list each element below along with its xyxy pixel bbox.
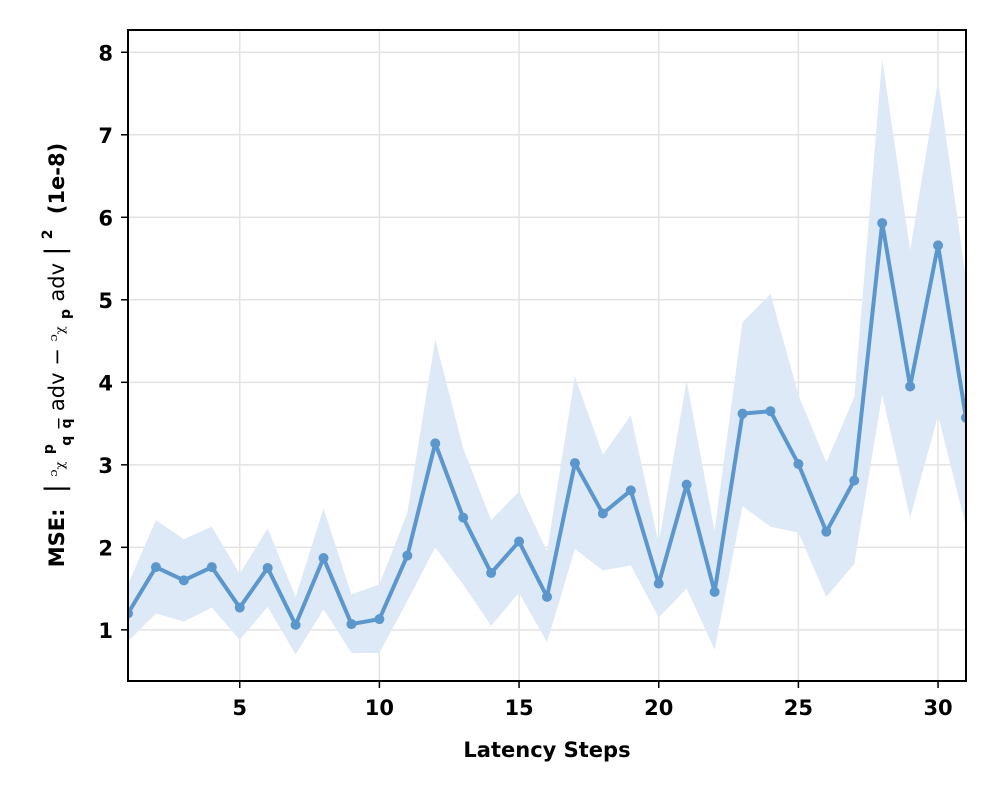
x-tick-label: 10: [365, 696, 394, 720]
data-point: [514, 536, 525, 547]
svg-text:MSE: | ᵓᵪ p: MSE: | ᵓᵪ p q q adv − ᵓᵪ p adv | 2 (1e-8…: [33, 143, 76, 567]
data-point: [569, 458, 580, 469]
data-point: [234, 602, 245, 613]
y-tick-label: 3: [98, 454, 113, 478]
data-point: [597, 508, 608, 519]
data-point: [625, 485, 636, 496]
y-title-sub-q: q: [59, 436, 75, 446]
data-point: [681, 479, 692, 490]
data-point: [961, 412, 966, 423]
data-point: [905, 381, 916, 392]
x-tick-label: 15: [504, 696, 533, 720]
data-point: [737, 408, 748, 419]
x-axis-title: Latency Steps: [463, 738, 630, 762]
y-axis-ticks: 1 2 3 4 5 6 7 8: [98, 41, 128, 643]
y-tick-label: 7: [98, 124, 113, 148]
data-point: [877, 218, 888, 229]
y-title-unit: (1e-8): [45, 143, 69, 214]
y-title-squared: 2: [40, 229, 56, 239]
data-point: [430, 438, 441, 449]
data-point: [318, 553, 329, 564]
data-point: [653, 578, 664, 589]
y-title-adv-2: adv: [45, 263, 69, 302]
data-point: [933, 240, 944, 251]
y-title-open-bar: |: [40, 484, 71, 493]
data-point: [178, 575, 189, 586]
data-point: [150, 562, 161, 573]
data-point: [793, 459, 804, 469]
y-title-sub-qbar: q: [59, 418, 75, 428]
data-point: [346, 619, 357, 630]
data-point: [486, 567, 497, 578]
y-title-adv-1: adv −: [45, 342, 69, 412]
data-point: [458, 512, 469, 523]
y-title-close-bar: |: [40, 247, 71, 256]
y-tick-label: 1: [98, 619, 113, 643]
data-point: [262, 562, 273, 573]
y-axis-title: MSE: | ᵓᵪ p q q adv − ᵓᵪ p adv | 2 (1e-8…: [33, 143, 76, 567]
y-tick-label: 5: [98, 289, 113, 313]
plot-frame: [127, 29, 967, 682]
x-tick-label: 20: [644, 696, 673, 720]
y-title-sup-p: p: [41, 444, 57, 454]
data-point: [765, 406, 776, 417]
confidence-band: [128, 58, 966, 655]
y-tick-label: 8: [98, 41, 113, 65]
data-point: [290, 619, 301, 630]
data-point: [709, 586, 720, 597]
y-title-expectation-2: ᵓᵪ: [45, 326, 69, 341]
x-tick-label: 25: [784, 696, 813, 720]
data-point: [849, 475, 860, 486]
data-point: [402, 550, 413, 561]
y-title-sub-p: p: [58, 309, 74, 319]
data-point: [128, 608, 133, 619]
data-point: [542, 591, 552, 602]
series-points: [128, 218, 966, 630]
x-axis-ticks: 5 10 15 20 25 30: [232, 681, 953, 720]
y-title-prefix: MSE:: [45, 508, 69, 567]
y-tick-label: 2: [98, 536, 113, 560]
x-tick-label: 30: [923, 696, 952, 720]
data-point: [374, 614, 385, 625]
y-tick-label: 4: [98, 371, 113, 395]
y-tick-label: 6: [98, 206, 113, 230]
data-point: [206, 562, 217, 573]
y-title-expectation-1: ᵓᵪ: [45, 461, 69, 476]
data-point: [821, 526, 832, 537]
x-tick-label: 5: [232, 696, 247, 720]
